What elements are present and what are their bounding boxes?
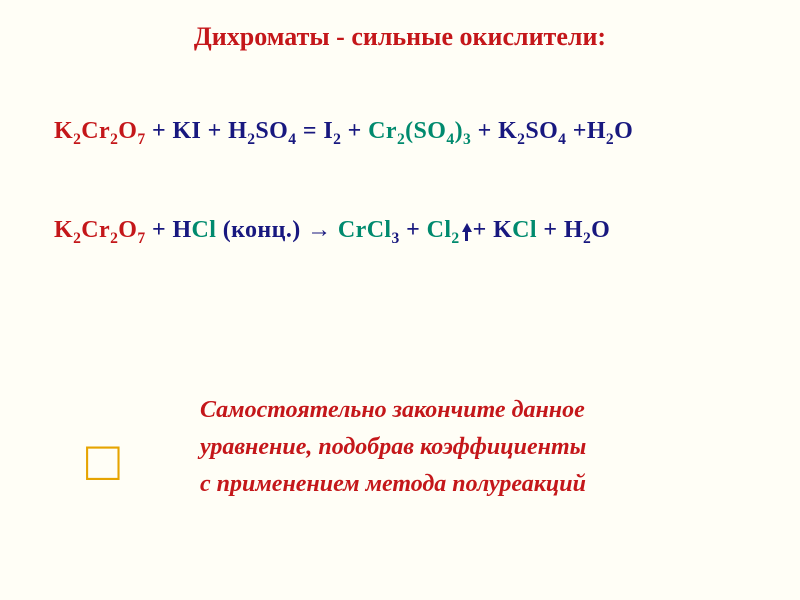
eq1-cr2so43: Cr2(SO4)3 bbox=[368, 118, 471, 144]
bullet-marker-icon: □ bbox=[86, 428, 120, 493]
eq2-k2cr2o7: K2Cr2O7 bbox=[54, 217, 146, 243]
eq2-cl3s: 3 bbox=[392, 230, 400, 247]
equation-2: K2Cr2O7 + HCl (конц.) → CrCl3 + Cl2+ KCl… bbox=[54, 216, 610, 244]
slide: Дихроматы - сильные окислители: K2Cr2O7 … bbox=[0, 0, 800, 600]
task-text: Самостоятельно закончите данное уравнени… bbox=[200, 392, 680, 504]
eq2-cl1: Cl bbox=[192, 217, 217, 243]
eq2-plus3: + K bbox=[473, 217, 513, 243]
task-line-2: уравнение, подобрав коэффициенты bbox=[200, 429, 680, 466]
slide-title: Дихроматы - сильные окислители: bbox=[0, 22, 800, 52]
eq2-tail: + H2O bbox=[537, 217, 610, 243]
eq2-plus2: + bbox=[400, 217, 427, 243]
equation-1: K2Cr2O7 + KI + H2SO4 = I2 + Cr2(SO4)3 + … bbox=[54, 118, 633, 145]
eq1-k2cr2o7: K2Cr2O7 bbox=[54, 118, 146, 144]
eq2-cl2: Cl2 bbox=[427, 217, 460, 243]
task-line-3: с применением метода полуреакций bbox=[200, 466, 680, 503]
eq1-mid: + KI + H2SO4 = I2 + bbox=[146, 118, 369, 144]
eq2-conc: (конц.) → bbox=[216, 217, 338, 243]
eq2-cl3: Cl bbox=[367, 217, 392, 243]
eq2-cl4: Cl bbox=[512, 217, 537, 243]
eq2-left: + H bbox=[146, 217, 192, 243]
task-line-1: Самостоятельно закончите данное bbox=[200, 392, 680, 429]
eq1-tail: + K2SO4 +H2O bbox=[471, 118, 633, 144]
eq2-cr: Cr bbox=[338, 217, 367, 243]
